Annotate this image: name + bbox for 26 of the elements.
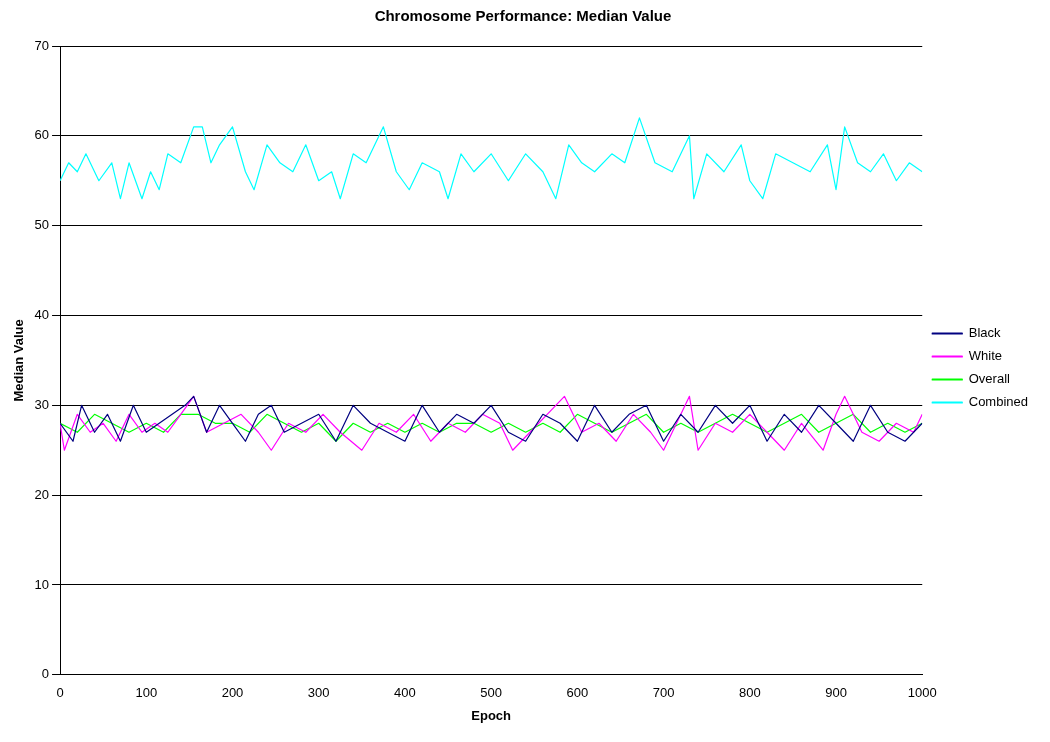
x-tick-label: 100: [135, 685, 158, 701]
y-tick-label: 40: [34, 307, 50, 323]
legend-label: White: [968, 348, 1002, 364]
legend-label: Combined: [968, 394, 1029, 410]
x-tick-label: 1000: [907, 685, 937, 701]
y-tick-label: 20: [34, 486, 50, 502]
y-tick-label: 50: [34, 217, 50, 233]
x-axis-title: Epoch: [471, 707, 512, 723]
y-tick-label: 70: [34, 37, 50, 53]
y-axis-title: Median Value: [11, 319, 27, 402]
x-tick-label: 800: [738, 685, 761, 701]
x-tick-label: 600: [566, 685, 589, 701]
chart-title: Chromosome Performance: Median Value: [374, 7, 672, 25]
x-tick-label: 500: [480, 685, 502, 701]
y-tick-label: 30: [34, 396, 50, 412]
x-tick-label: 0: [56, 685, 64, 701]
y-tick-label: 10: [34, 576, 50, 592]
x-tick-label: 900: [825, 685, 847, 701]
legend-label: Black: [968, 325, 1002, 341]
x-tick-label: 400: [394, 685, 416, 701]
legend-label: Overall: [968, 371, 1011, 387]
x-tick-label: 700: [652, 685, 675, 701]
y-tick-label: 0: [41, 666, 50, 682]
x-tick-label: 200: [221, 685, 244, 701]
y-tick-label: 60: [34, 127, 50, 143]
x-tick-label: 300: [307, 685, 330, 701]
